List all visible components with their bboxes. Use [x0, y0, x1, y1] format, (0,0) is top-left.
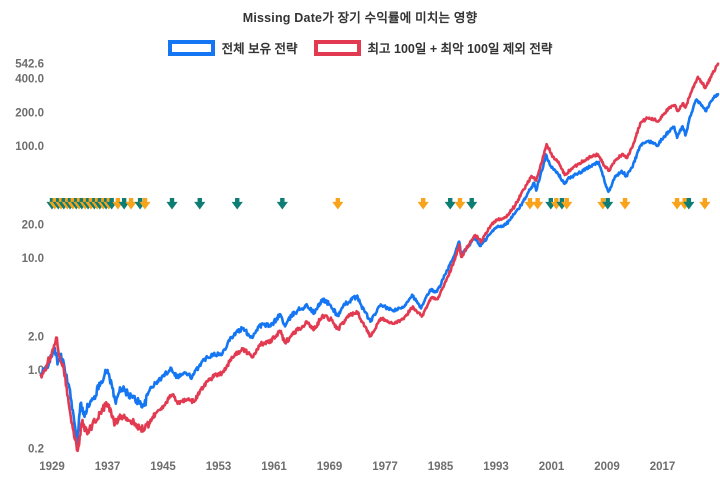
y-tick-label: 200.0: [15, 107, 44, 119]
down-arrow-marker-orange: [619, 198, 631, 210]
legend-item-full-hold: 전체 보유 전략: [167, 38, 298, 57]
down-arrow-marker-teal: [545, 198, 557, 210]
down-arrow-marker-orange: [417, 198, 429, 210]
down-arrow-marker-teal: [194, 198, 206, 210]
x-tick-label: 2009: [594, 461, 620, 473]
x-tick-label: 1969: [317, 461, 343, 473]
y-tick-label: 542.6: [15, 59, 44, 71]
full-hold-series-line: [39, 92, 720, 445]
down-arrow-marker-teal: [166, 198, 178, 210]
x-tick-label: 1945: [150, 461, 176, 473]
legend-swatch-blue: [167, 39, 215, 56]
down-arrow-marker-teal: [134, 198, 146, 210]
y-tick-label: 400.0: [15, 74, 44, 86]
down-arrow-marker-orange: [699, 198, 711, 210]
down-arrow-marker-teal: [444, 198, 456, 210]
y-tick-label: 2.0: [28, 331, 44, 343]
down-arrow-marker-teal: [466, 198, 478, 210]
chart-title: Missing Date가 장기 수익률에 미치는 영향: [242, 11, 478, 25]
x-tick-label: 1985: [428, 461, 454, 473]
y-tick-label: 10.0: [22, 253, 44, 265]
down-arrow-marker-teal: [602, 198, 614, 210]
x-tick-label: 1977: [372, 461, 398, 473]
legend-item-exclude-days: 최고 100일 + 최악 100일 제외 전략: [313, 38, 553, 57]
down-arrow-marker-orange: [671, 198, 683, 210]
down-arrow-marker-orange: [550, 198, 562, 210]
down-arrow-marker-teal: [106, 198, 118, 210]
down-arrow-marker-teal: [118, 198, 130, 210]
down-arrow-marker-teal: [231, 198, 243, 210]
down-arrow-marker-orange: [532, 198, 544, 210]
y-tick-label: 0.2: [28, 443, 44, 455]
legend-label-full-hold: 전체 보유 전략: [221, 42, 298, 56]
down-arrow-marker-orange: [454, 198, 466, 210]
down-arrow-marker-orange: [112, 198, 124, 210]
down-arrow-marker-orange: [597, 198, 609, 210]
down-arrow-marker-teal: [683, 198, 695, 210]
down-arrow-marker-orange: [125, 198, 137, 210]
down-arrow-marker-orange: [524, 198, 536, 210]
y-tick-label: 100.0: [15, 141, 44, 153]
x-tick-label: 1929: [39, 461, 65, 473]
x-tick-label: 1953: [206, 461, 232, 473]
legend-label-exclude-days: 최고 100일 + 최악 100일 제외 전략: [367, 42, 553, 56]
x-tick-label: 1961: [261, 461, 287, 473]
x-tick-label: 1993: [483, 461, 509, 473]
legend-swatch-red: [313, 39, 361, 56]
down-arrow-marker-teal: [276, 198, 288, 210]
down-arrow-marker-teal: [556, 198, 568, 210]
x-tick-label: 2017: [650, 461, 676, 473]
down-arrow-marker-orange: [139, 198, 151, 210]
exclude-days-series-line: [39, 62, 720, 453]
down-arrow-marker-orange: [561, 198, 573, 210]
legend: 전체 보유 전략 최고 100일 + 최악 100일 제외 전략: [0, 38, 720, 57]
down-arrow-marker-orange: [332, 198, 344, 210]
x-tick-label: 2001: [539, 461, 565, 473]
y-tick-label: 20.0: [22, 219, 44, 231]
x-tick-label: 1937: [95, 461, 121, 473]
